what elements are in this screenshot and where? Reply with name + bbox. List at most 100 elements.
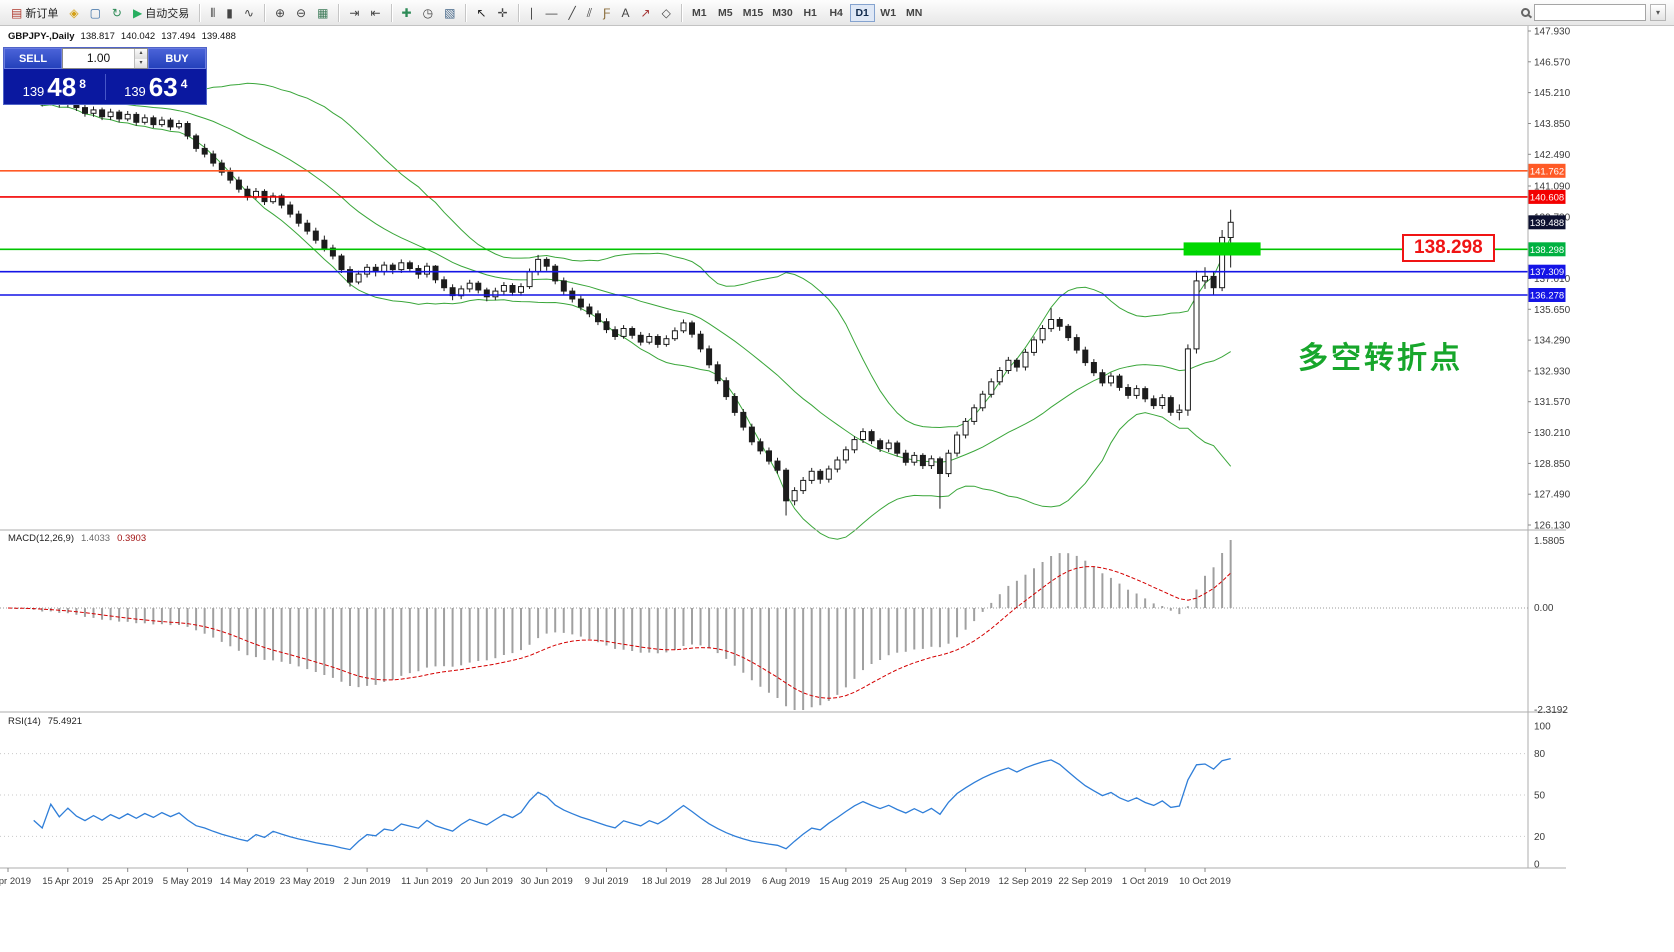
autotrading-icon: ▶ xyxy=(132,5,143,20)
periods-button[interactable]: ◷ xyxy=(418,3,438,23)
svg-text:141.762: 141.762 xyxy=(1530,166,1564,177)
candle xyxy=(586,306,593,315)
search-dropdown-button[interactable]: ▾ xyxy=(1650,4,1666,21)
candle xyxy=(851,439,858,451)
metaeditor-button[interactable]: ▢ xyxy=(85,3,106,23)
time-axis[interactable]: 5 Apr 2019 15 Apr 2019 25 Apr 2019 5 May 20… xyxy=(0,868,1231,887)
history-center-icon: ◈ xyxy=(69,5,79,20)
autotrading-button[interactable]: ▶ 自动交易 xyxy=(128,3,194,23)
timeframe-m15[interactable]: M15 xyxy=(739,4,767,22)
candle xyxy=(774,460,781,471)
text-button[interactable]: A xyxy=(616,3,634,23)
candle xyxy=(577,298,584,308)
history-center-button[interactable]: ◈ xyxy=(64,3,83,23)
lot-down-icon[interactable]: ▾ xyxy=(135,58,147,68)
zoom-in-button[interactable]: ⊕ xyxy=(270,3,290,23)
candlestick-chart-button[interactable]: ▮ xyxy=(221,3,238,23)
candle xyxy=(894,442,901,454)
candle xyxy=(1142,388,1149,400)
price-callout-label[interactable]: 138.298 xyxy=(1402,234,1495,262)
timeframe-mn[interactable]: MN xyxy=(902,4,927,22)
candle xyxy=(962,420,969,436)
buy-price[interactable]: 139 63 4 xyxy=(106,74,207,100)
breakout-highlight-rect[interactable] xyxy=(1183,242,1261,256)
candle xyxy=(731,396,738,413)
time-axis-label: 30 Jun 2019 xyxy=(521,876,573,887)
chart-shift-button[interactable]: ⇤ xyxy=(365,3,385,23)
lot-size-field[interactable]: 1.00 ▴ ▾ xyxy=(62,48,148,69)
price-axis[interactable]: 147.930 146.570 145.210 143.850 142.490 141.0… xyxy=(1528,27,1571,532)
price-axis-label: 134.290 xyxy=(1534,336,1571,347)
rsi-line xyxy=(33,757,1231,851)
candle xyxy=(877,440,884,450)
templates-button[interactable]: ▧ xyxy=(439,3,460,23)
vertical-line-button[interactable]: ∣ xyxy=(524,3,540,23)
indicators-button[interactable]: ✚ xyxy=(397,3,417,23)
ohlc-open: 138.817 xyxy=(80,31,115,42)
candle xyxy=(680,322,687,332)
candle xyxy=(158,119,165,126)
candle xyxy=(1167,397,1174,413)
chart-svg[interactable]: 147.930 146.570 145.210 143.850 142.490 141.0… xyxy=(0,26,1674,952)
line-chart-button[interactable]: ∿ xyxy=(239,3,259,23)
symbol-search-input[interactable] xyxy=(1534,4,1646,21)
cursor-icon: ↖ xyxy=(476,5,487,20)
lot-up-icon[interactable]: ▴ xyxy=(135,49,147,59)
timeframe-m1[interactable]: M1 xyxy=(687,4,712,22)
price-axis-label: 145.210 xyxy=(1534,88,1571,99)
candle xyxy=(389,264,396,271)
timeframe-h4[interactable]: H4 xyxy=(824,4,849,22)
one-click-trading-panel: SELL 1.00 ▴ ▾ BUY 139 48 8 1 xyxy=(3,47,207,105)
timeframe-w1[interactable]: W1 xyxy=(876,4,901,22)
candle xyxy=(996,370,1003,383)
candle xyxy=(99,109,106,118)
rsi-header: RSI(14) 75.4921 xyxy=(8,716,82,727)
shapes-button[interactable]: ◇ xyxy=(657,3,676,23)
new-order-button[interactable]: ▤ 新订单 xyxy=(6,3,63,23)
candle xyxy=(184,123,191,137)
timeframe-m5[interactable]: M5 xyxy=(713,4,738,22)
fibonacci-button[interactable]: Ƒ xyxy=(598,3,615,23)
timeframe-d1[interactable]: D1 xyxy=(849,3,875,22)
candlestick-chart-icon: ▮ xyxy=(226,5,233,20)
refresh-button[interactable]: ↻ xyxy=(107,3,127,23)
bar-chart-button[interactable]: ⫴ xyxy=(205,3,220,23)
time-axis-label: 20 Jun 2019 xyxy=(461,876,513,887)
macd-axis-label: -2.3192 xyxy=(1534,705,1568,716)
time-axis-label: 9 Jul 2019 xyxy=(585,876,629,887)
candle xyxy=(791,490,798,502)
candle xyxy=(714,364,721,382)
crosshair-button[interactable]: ✛ xyxy=(492,3,512,23)
horizontal-line-button[interactable]: ― xyxy=(541,3,563,23)
ohlc-high: 140.042 xyxy=(120,31,156,42)
candle xyxy=(740,411,747,428)
candle xyxy=(1073,337,1080,351)
candle xyxy=(808,470,815,481)
candle xyxy=(107,111,114,118)
cursor-button[interactable]: ↖ xyxy=(471,3,491,23)
timeframe-m30[interactable]: M30 xyxy=(768,4,796,22)
arrows-button[interactable]: ↗ xyxy=(636,3,656,23)
candle xyxy=(697,333,704,350)
candle xyxy=(432,265,439,281)
buy-button[interactable]: BUY xyxy=(148,48,206,69)
price-badge-136.278: 136.278 xyxy=(1528,288,1566,302)
trendline-button[interactable]: ╱ xyxy=(564,3,581,23)
candle xyxy=(954,434,961,454)
trading-panel-prices: 139 48 8 139 63 4 xyxy=(4,69,206,104)
zoom-out-button[interactable]: ⊖ xyxy=(291,3,311,23)
candle xyxy=(1090,362,1097,374)
sell-price[interactable]: 139 48 8 xyxy=(4,74,105,100)
time-axis-label: 1 Oct 2019 xyxy=(1122,876,1168,887)
grid-button[interactable]: ▦ xyxy=(312,3,333,23)
toolbar-separator xyxy=(465,3,467,22)
channel-button[interactable]: ⫽ xyxy=(582,3,597,23)
rsi-axis-label: 100 xyxy=(1534,722,1551,733)
lot-spinner[interactable]: ▴ ▾ xyxy=(134,49,147,68)
sell-button[interactable]: SELL xyxy=(4,48,62,69)
candle xyxy=(82,107,88,114)
candle xyxy=(424,265,430,275)
timeframe-h1[interactable]: H1 xyxy=(798,4,823,22)
candle xyxy=(227,171,234,181)
auto-scroll-button[interactable]: ⇥ xyxy=(344,3,364,23)
